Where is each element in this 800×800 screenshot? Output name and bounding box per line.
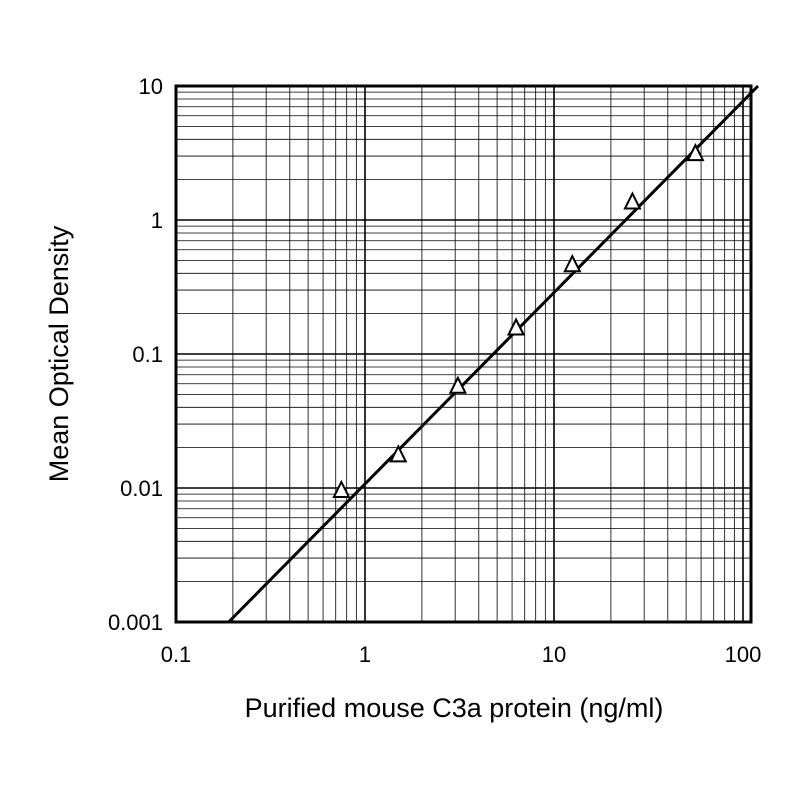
y-tick-labels: 0.001 0.01 0.1 1 10 bbox=[108, 74, 163, 635]
x-tick-label: 0.1 bbox=[161, 642, 192, 667]
data-point-triangle bbox=[448, 375, 467, 394]
y-axis-title: Mean Optical Density bbox=[44, 225, 74, 482]
x-axis-title: Purified mouse C3a protein (ng/ml) bbox=[245, 693, 664, 723]
x-tick-label: 100 bbox=[725, 642, 762, 667]
data-point-triangle bbox=[389, 444, 408, 463]
y-tick-label: 10 bbox=[139, 74, 163, 99]
data-point-triangle bbox=[686, 142, 705, 162]
data-point-triangle bbox=[623, 191, 642, 210]
data-point-triangle bbox=[332, 479, 351, 498]
y-tick-label: 0.01 bbox=[120, 476, 163, 501]
plot-frame bbox=[174, 84, 753, 624]
x-tick-label: 1 bbox=[359, 642, 371, 667]
x-tick-labels: 0.1 1 10 100 bbox=[161, 642, 762, 667]
fit-line-group bbox=[227, 84, 760, 624]
y-tick-label: 0.001 bbox=[108, 610, 163, 635]
y-tick-label: 0.1 bbox=[132, 342, 163, 367]
fit-line bbox=[227, 84, 760, 624]
data-point-triangle bbox=[506, 317, 526, 336]
data-point-triangle bbox=[563, 253, 582, 273]
grid bbox=[176, 86, 751, 622]
x-tick-label: 10 bbox=[542, 642, 566, 667]
y-tick-label: 1 bbox=[151, 208, 163, 233]
data-points bbox=[332, 142, 705, 498]
